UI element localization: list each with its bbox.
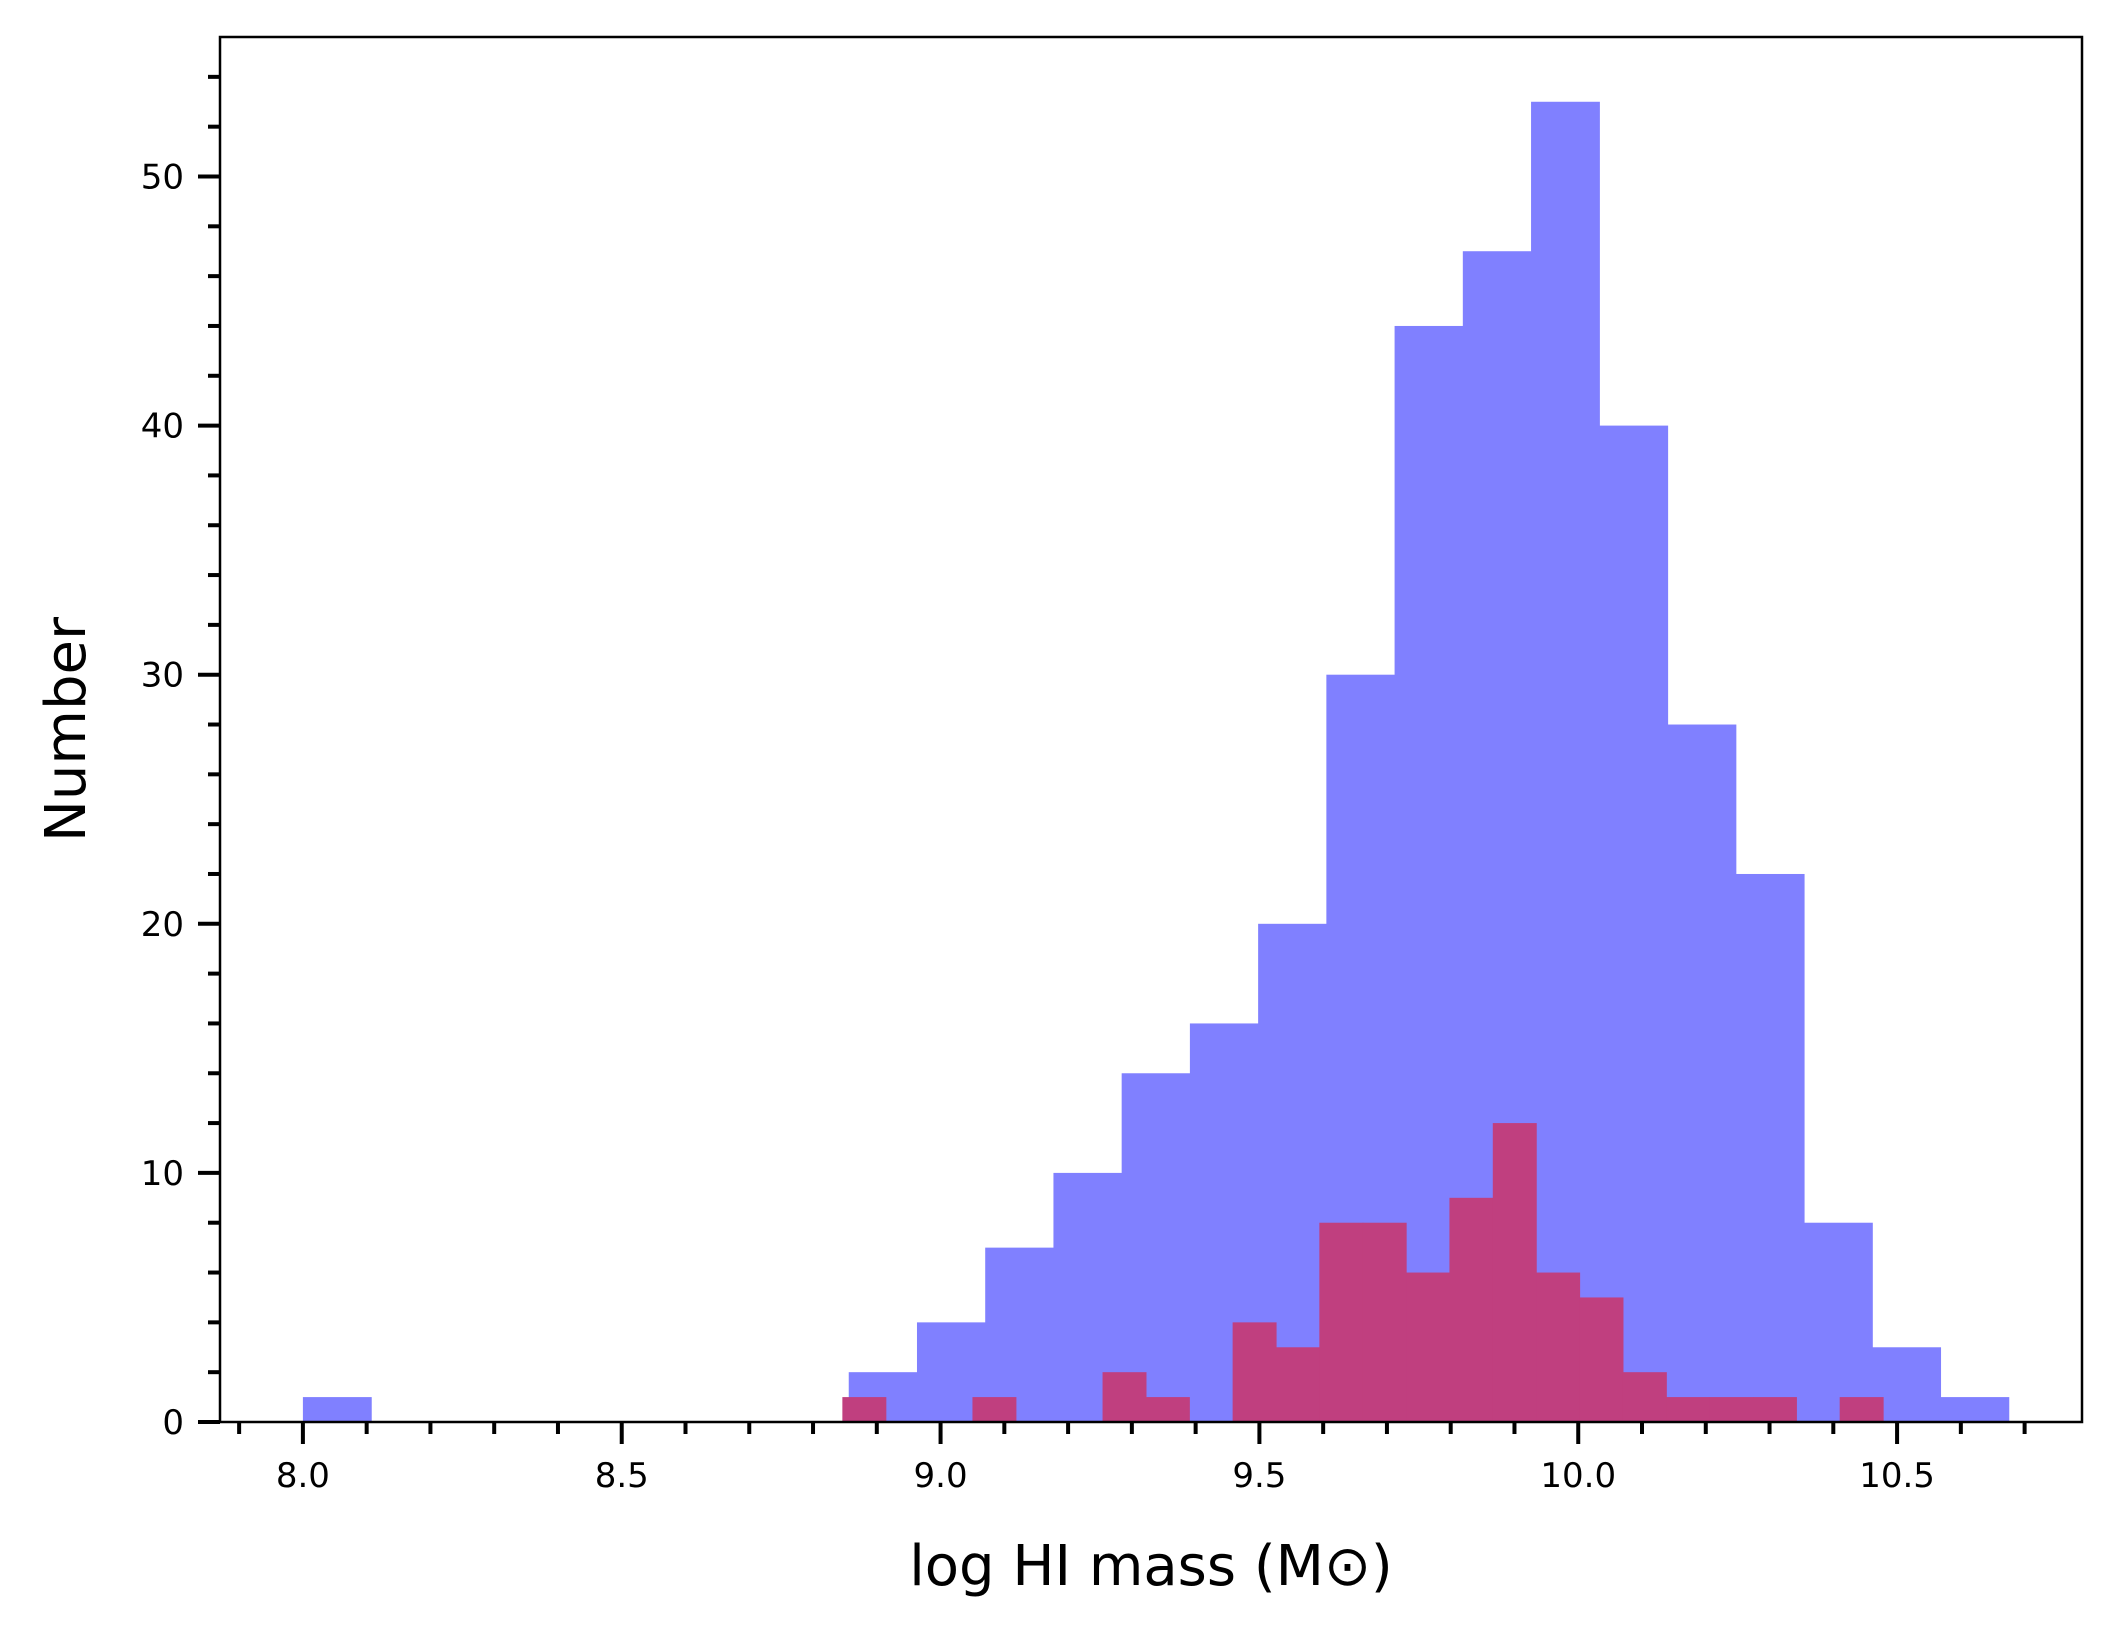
- bars-layer: [302, 101, 2010, 1423]
- y-tick-label: 40: [141, 407, 184, 447]
- y-tick-label: 50: [141, 157, 184, 197]
- histogram-bar-series-2-bin-4: [972, 1397, 1017, 1422]
- histogram-bar-series-2-bin-22: [1752, 1397, 1797, 1422]
- histogram-bar-series-2-bin-14: [1406, 1272, 1451, 1422]
- histogram-bar-series-2-bin-13: [1362, 1222, 1407, 1422]
- x-tick-label: 10.0: [1540, 1456, 1616, 1496]
- x-tick-label: 9.0: [914, 1456, 968, 1496]
- histogram-bar-series-1-bin-11: [985, 1247, 1055, 1422]
- histogram-bar-series-2-bin-15: [1449, 1197, 1494, 1422]
- histogram-bar-series-2-bin-20: [1666, 1397, 1711, 1422]
- y-tick-label: 30: [141, 656, 184, 696]
- histogram-bar-series-2-bin-24: [1839, 1397, 1884, 1422]
- histogram-bar-series-1-bin-21: [1667, 724, 1737, 1422]
- histogram-bar-series-1-bin-23: [1803, 1222, 1873, 1422]
- histogram-bar-series-2-bin-8: [1145, 1397, 1190, 1422]
- histogram-bar-series-1-bin-20: [1599, 425, 1669, 1422]
- histogram-bar-series-2-bin-21: [1709, 1397, 1754, 1422]
- y-tick-label: 0: [162, 1403, 184, 1443]
- histogram-bar-series-2-bin-12: [1319, 1222, 1364, 1422]
- histogram-bar-series-1-bin-19: [1531, 101, 1600, 1422]
- histogram-bar-series-2-bin-11: [1275, 1347, 1320, 1422]
- histogram-bar-series-1-bin-25: [1940, 1397, 2010, 1422]
- x-tick-label: 8.5: [595, 1456, 649, 1496]
- histogram-bar-series-1-bin-1: [302, 1397, 372, 1422]
- histogram-bar-series-2-bin-10: [1232, 1322, 1277, 1422]
- x-tick-label: 8.0: [276, 1456, 330, 1496]
- x-tick-label: 10.5: [1859, 1456, 1935, 1496]
- y-axis-label: Number: [34, 616, 99, 842]
- histogram-bar-series-1-bin-24: [1872, 1347, 1942, 1422]
- histogram-bar-series-2-bin-18: [1579, 1297, 1624, 1422]
- y-tick-label: 10: [141, 1154, 184, 1194]
- ticks-layer: 8.0 8.5 9.0 9.5 10.0 10.5 0 10 20 30 40 50: [141, 74, 2027, 1496]
- x-tick-label: 9.5: [1232, 1456, 1286, 1496]
- histogram-bar-series-2-bin-17: [1536, 1272, 1581, 1422]
- x-axis-label: log HI mass (M⊙): [909, 1534, 1393, 1599]
- histogram-bar-series-1-bin-22: [1735, 873, 1805, 1422]
- histogram-bar-series-2-bin-7: [1102, 1372, 1147, 1422]
- plot-frame: [218, 35, 2084, 1424]
- histogram-bar-series-2-bin-16: [1492, 1123, 1537, 1422]
- y-tick-label: 20: [141, 905, 184, 945]
- histogram-bar-series-2-bin-19: [1622, 1372, 1667, 1422]
- histogram-bar-series-1-bin-13: [1121, 1073, 1191, 1422]
- histogram-bar-series-2-bin-1: [842, 1397, 887, 1422]
